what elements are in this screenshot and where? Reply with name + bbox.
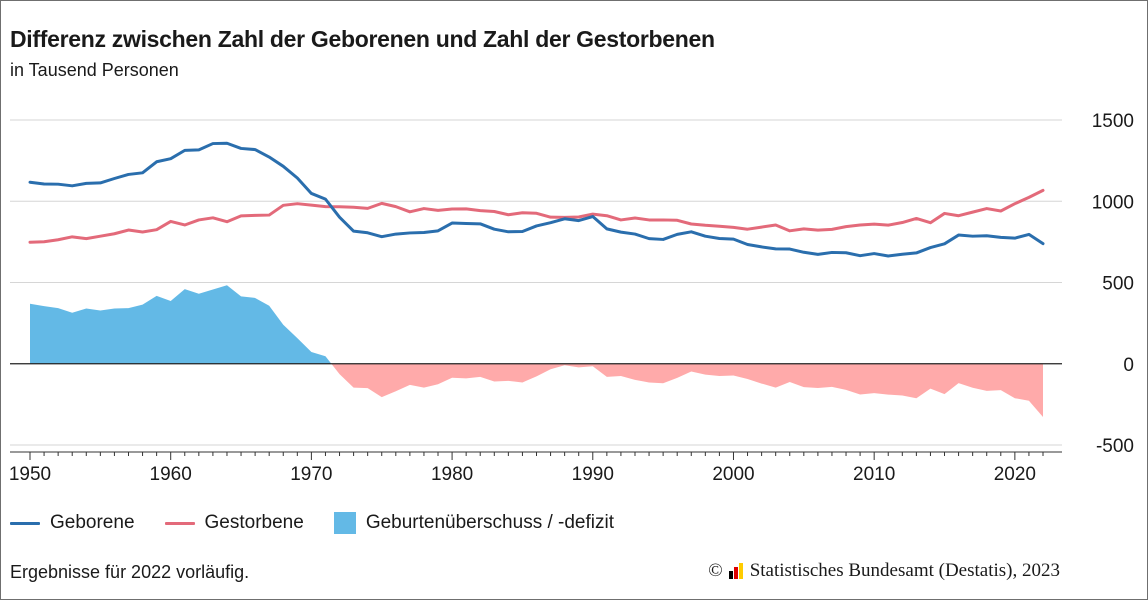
legend-swatch-difference	[333, 512, 356, 534]
legend: Geborene Gestorbene Geburtenüberschuss /…	[10, 510, 644, 536]
x-tick-label: 2020	[994, 464, 1036, 485]
x-tick-label: 1980	[431, 464, 473, 485]
surplus-area	[30, 285, 332, 364]
legend-label-difference: Geburtenüberschuss / -defizit	[365, 512, 614, 533]
legend-item-births[interactable]: Geborene	[10, 512, 135, 534]
x-tick-label: 2000	[712, 464, 754, 485]
legend-swatch-deaths	[164, 521, 195, 525]
x-axis: 1950 1960 1970 1980 1990 2000 2010 2020	[9, 451, 1062, 485]
x-tick-label: 1970	[290, 464, 332, 485]
copyright-symbol: ©	[708, 560, 723, 581]
deficit-area	[331, 363, 1043, 418]
source-text[interactable]: Statistisches Bundesamt (Destatis), 2023	[749, 560, 1060, 581]
legend-label-deaths: Gestorbene	[204, 512, 304, 533]
destatis-logo-icon	[728, 563, 744, 579]
legend-swatch-births	[10, 521, 40, 525]
difference-areas	[30, 285, 1043, 418]
chart-title: Differenz zwischen Zahl der Geborenen un…	[10, 26, 715, 52]
y-axis: 1500 1000 500 0 -500	[1092, 111, 1134, 457]
deaths-line	[28, 188, 1045, 244]
births-line	[28, 141, 1045, 258]
y-tick-label: 1500	[1092, 111, 1134, 132]
x-tick-label: 1950	[9, 464, 51, 485]
chart-subtitle: in Tausend Personen	[10, 60, 179, 80]
series-lines	[28, 141, 1045, 258]
y-tick-label: 0	[1123, 355, 1134, 376]
footnote: Ergebnisse für 2022 vorläufig.	[10, 562, 250, 582]
legend-item-difference[interactable]: Geburtenüberschuss / -defizit	[333, 512, 614, 534]
y-tick-label: -500	[1096, 436, 1134, 457]
y-tick-label: 500	[1102, 274, 1134, 295]
legend-label-births: Geborene	[50, 512, 135, 533]
x-tick-label: 2010	[853, 464, 895, 485]
source-credit: © Statistisches Bundesamt (Destatis), 20…	[708, 560, 1060, 582]
legend-item-deaths[interactable]: Gestorbene	[164, 512, 304, 534]
x-tick-label: 1960	[150, 464, 192, 485]
x-tick-label: 1990	[572, 464, 614, 485]
gridlines	[10, 119, 1062, 446]
y-tick-label: 1000	[1092, 192, 1134, 213]
